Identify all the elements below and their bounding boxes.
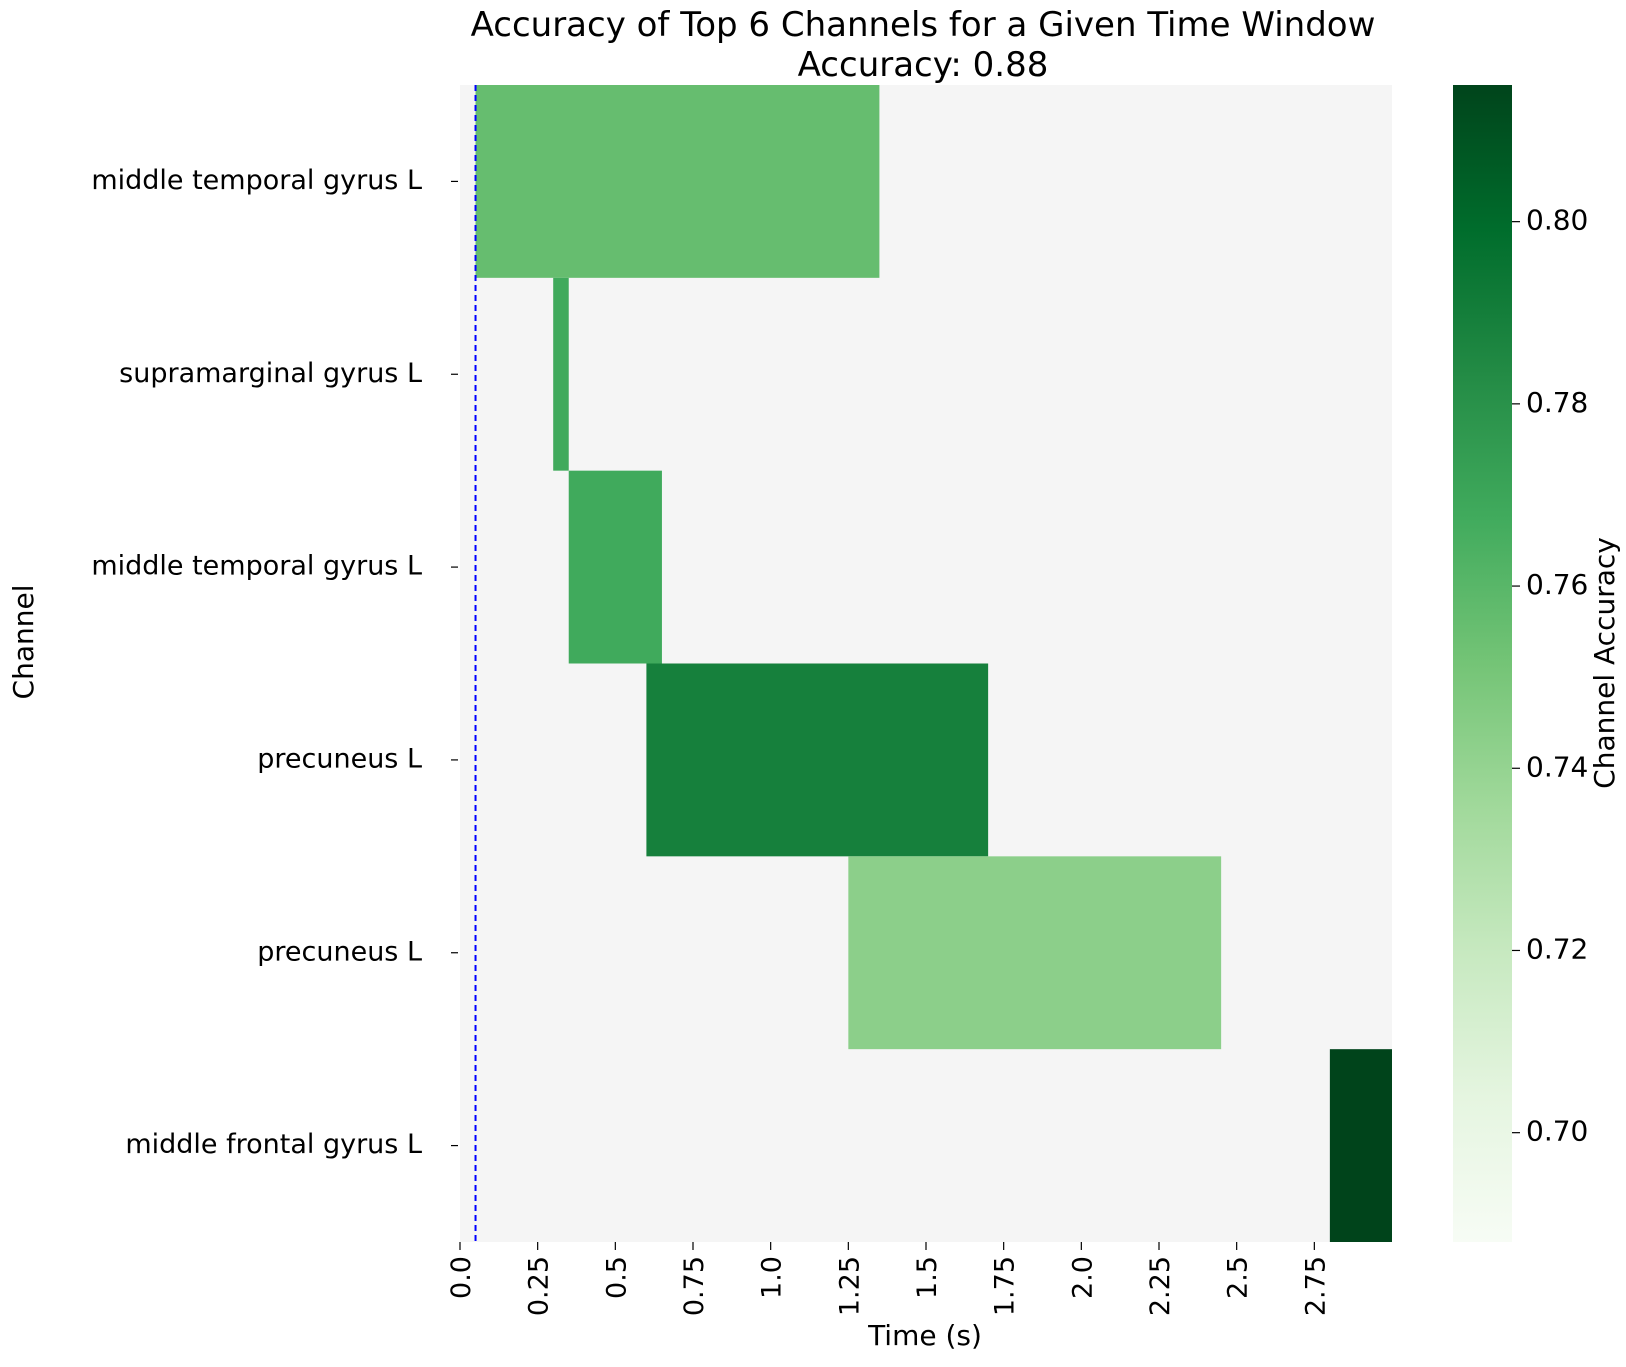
colorbar-tick-label: 0.72: [1526, 932, 1588, 965]
heatmap-cell: [646, 663, 989, 857]
heatmap-cell: [1329, 1049, 1392, 1242]
x-tick-label: 1.0: [757, 1256, 788, 1299]
channel-label: middle temporal gyrus L: [91, 165, 422, 196]
y-axis-ticks: middle temporal gyrus L supramarginal gyr…: [91, 165, 458, 1160]
heatmap-cells: [475, 85, 1392, 1242]
colorbar-tick-label: 0.74: [1526, 750, 1588, 783]
channel-label: middle frontal gyrus L: [125, 1129, 422, 1160]
colorbar-tick-label: 0.76: [1526, 568, 1588, 601]
x-tick-label: 2.0: [1067, 1256, 1098, 1299]
x-tick-label: 1.25: [834, 1256, 865, 1316]
colorbar: [1453, 85, 1512, 1242]
x-tick-label: 2.75: [1300, 1256, 1331, 1316]
x-tick-label: 1.5: [912, 1256, 943, 1299]
x-axis-ticks: 0.0 0.25 0.5 0.75 1.0 1.25 1.5 1.75 2.0 2.25 2.5 2.…: [446, 1242, 1331, 1316]
colorbar-tick-label: 0.70: [1526, 1115, 1588, 1148]
channel-label: supramarginal gyrus L: [119, 358, 422, 389]
x-tick-label: 0.0: [446, 1256, 477, 1299]
chart-subtitle: Accuracy: 0.88: [798, 45, 1049, 85]
x-tick-label: 0.5: [601, 1256, 632, 1299]
y-axis-label: Channel: [7, 585, 40, 700]
channel-label: precuneus L: [257, 936, 422, 967]
colorbar-label: Channel Accuracy: [1588, 537, 1621, 789]
chart-title: Accuracy of Top 6 Channels for a Given T…: [471, 5, 1376, 45]
heatmap-cell: [568, 470, 662, 664]
heatmap-cell: [475, 85, 880, 278]
x-tick-label: 2.25: [1145, 1256, 1176, 1316]
colorbar-tick-label: 0.78: [1526, 386, 1588, 419]
heatmap-cell: [848, 856, 1222, 1050]
colorbar-tick-label: 0.80: [1526, 204, 1588, 237]
x-tick-label: 2.5: [1223, 1256, 1254, 1299]
channel-label: precuneus L: [257, 743, 422, 774]
channel-label: middle temporal gyrus L: [91, 551, 422, 582]
x-tick-label: 0.75: [679, 1256, 710, 1316]
heatmap-cell: [553, 277, 569, 471]
x-axis-label: Time (s): [867, 1319, 982, 1352]
x-tick-label: 0.25: [524, 1256, 555, 1316]
colorbar-ticks: 0.70 0.72 0.74 0.76 0.78 0.80: [1512, 204, 1588, 1148]
x-tick-label: 1.75: [990, 1256, 1021, 1316]
